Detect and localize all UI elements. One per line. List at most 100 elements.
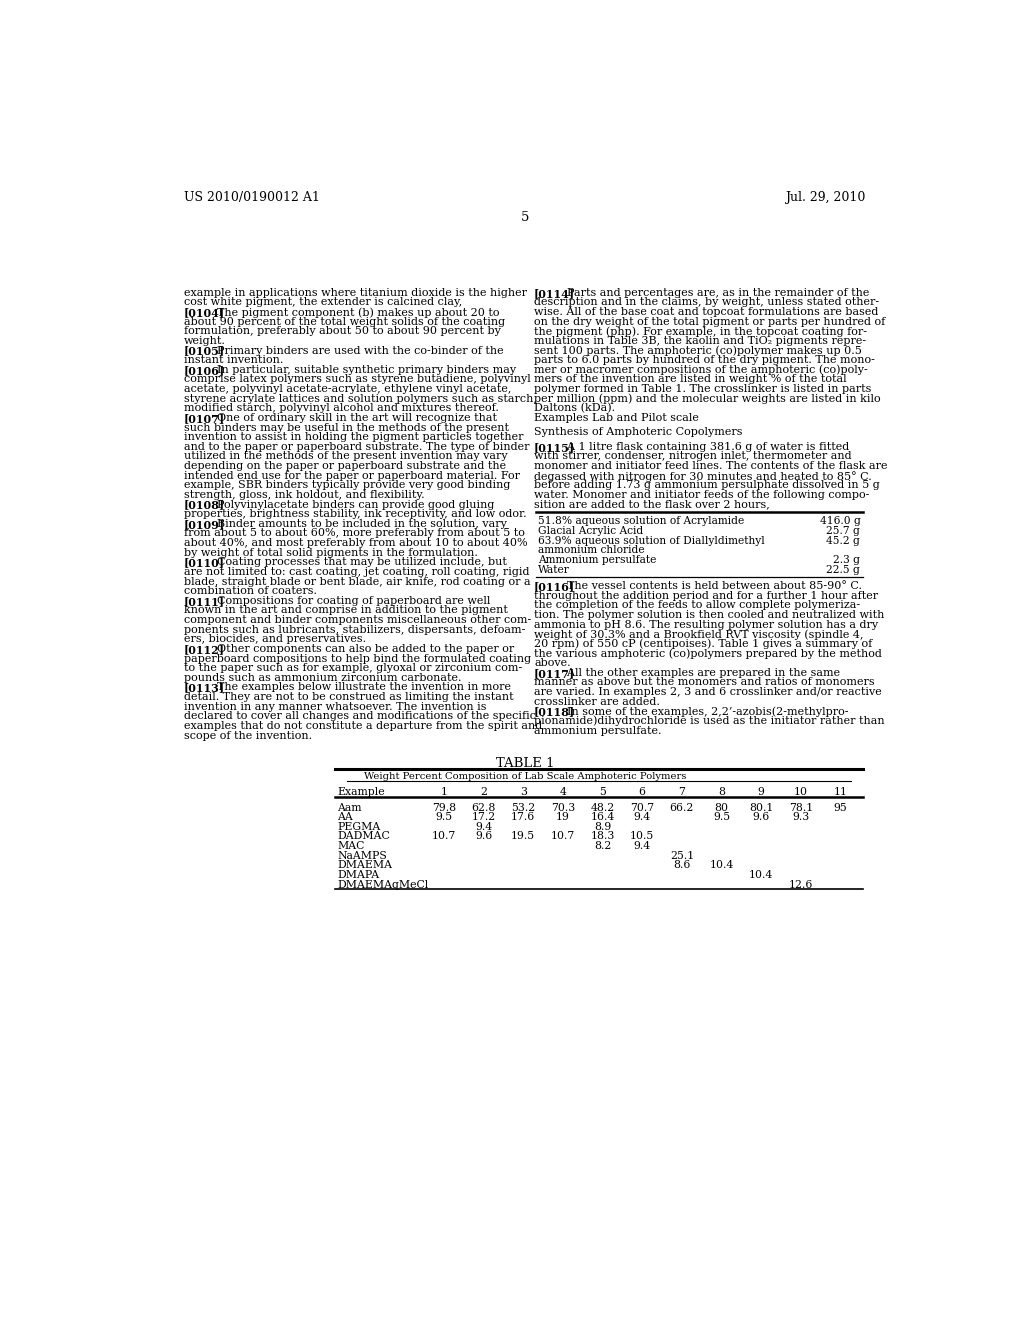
Text: per million (ppm) and the molecular weights are listed in kilo: per million (ppm) and the molecular weig… bbox=[535, 393, 881, 404]
Text: 80: 80 bbox=[715, 803, 728, 813]
Text: DMAEMA: DMAEMA bbox=[337, 861, 392, 870]
Text: A 1 litre flask containing 381.6 g of water is fitted: A 1 litre flask containing 381.6 g of wa… bbox=[553, 442, 850, 451]
Text: sent 100 parts. The amphoteric (co)polymer makes up 0.5: sent 100 parts. The amphoteric (co)polym… bbox=[535, 346, 862, 356]
Text: 11: 11 bbox=[834, 787, 848, 797]
Text: [0118]: [0118] bbox=[535, 706, 575, 717]
Text: AA: AA bbox=[337, 812, 353, 822]
Text: 9.5: 9.5 bbox=[435, 812, 453, 822]
Text: 4: 4 bbox=[559, 787, 566, 797]
Text: depending on the paper or paperboard substrate and the: depending on the paper or paperboard sub… bbox=[183, 461, 506, 471]
Text: 5: 5 bbox=[520, 211, 529, 224]
Text: 63.9% aqueous solution of Diallyldimethyl: 63.9% aqueous solution of Diallyldimethy… bbox=[538, 536, 765, 546]
Text: 8.9: 8.9 bbox=[594, 822, 611, 832]
Text: ammonia to pH 8.6. The resulting polymer solution has a dry: ammonia to pH 8.6. The resulting polymer… bbox=[535, 619, 879, 630]
Text: are varied. In examples 2, 3 and 6 crosslinker and/or reactive: are varied. In examples 2, 3 and 6 cross… bbox=[535, 686, 882, 697]
Text: 10.5: 10.5 bbox=[630, 832, 654, 841]
Text: [0107]: [0107] bbox=[183, 413, 225, 424]
Text: styrene acrylate lattices and solution polymers such as starch,: styrene acrylate lattices and solution p… bbox=[183, 393, 537, 404]
Text: All the other examples are prepared in the same: All the other examples are prepared in t… bbox=[553, 668, 841, 677]
Text: 5: 5 bbox=[599, 787, 606, 797]
Text: crosslinker are added.: crosslinker are added. bbox=[535, 697, 660, 706]
Text: 95: 95 bbox=[834, 803, 848, 813]
Text: examples that do not constitute a departure from the spirit and: examples that do not constitute a depart… bbox=[183, 721, 542, 731]
Text: wise. All of the base coat and topcoat formulations are based: wise. All of the base coat and topcoat f… bbox=[535, 308, 879, 317]
Text: pounds such as ammonium zirconium carbonate.: pounds such as ammonium zirconium carbon… bbox=[183, 673, 461, 682]
Text: Polyvinylacetate binders can provide good gluing: Polyvinylacetate binders can provide goo… bbox=[203, 499, 495, 510]
Text: Daltons (kDa).: Daltons (kDa). bbox=[535, 404, 615, 413]
Text: 9.4: 9.4 bbox=[634, 812, 651, 822]
Text: are not limited to: cast coating, jet coating, roll coating, rigid: are not limited to: cast coating, jet co… bbox=[183, 566, 529, 577]
Text: comprise latex polymers such as styrene butadiene, polyvinyl: comprise latex polymers such as styrene … bbox=[183, 375, 530, 384]
Text: 25.7 g: 25.7 g bbox=[826, 527, 860, 536]
Text: 20 rpm) of 550 cP (centipoises). Table 1 gives a summary of: 20 rpm) of 550 cP (centipoises). Table 1… bbox=[535, 639, 872, 649]
Text: to the paper such as for example, glyoxal or zirconium com-: to the paper such as for example, glyoxa… bbox=[183, 663, 522, 673]
Text: [0112]: [0112] bbox=[183, 644, 225, 655]
Text: 9.5: 9.5 bbox=[713, 812, 730, 822]
Text: In particular, suitable synthetic primary binders may: In particular, suitable synthetic primar… bbox=[203, 364, 516, 375]
Text: Ammonium persulfate: Ammonium persulfate bbox=[538, 554, 656, 565]
Text: example, SBR binders typically provide very good binding: example, SBR binders typically provide v… bbox=[183, 480, 510, 490]
Text: DMAEMAqMeCl: DMAEMAqMeCl bbox=[337, 879, 428, 890]
Text: 19: 19 bbox=[556, 812, 569, 822]
Text: modified starch, polyvinyl alcohol and mixtures thereof.: modified starch, polyvinyl alcohol and m… bbox=[183, 404, 499, 413]
Text: example in applications where titanium dioxide is the higher: example in applications where titanium d… bbox=[183, 288, 526, 298]
Text: 10.4: 10.4 bbox=[710, 861, 733, 870]
Text: blade, straight blade or bent blade, air knife, rod coating or a: blade, straight blade or bent blade, air… bbox=[183, 577, 530, 586]
Text: acetate, polyvinyl acetate-acrylate, ethylene vinyl acetate,: acetate, polyvinyl acetate-acrylate, eth… bbox=[183, 384, 511, 393]
Text: 10.7: 10.7 bbox=[432, 832, 456, 841]
Text: Coating processes that may be utilized include, but: Coating processes that may be utilized i… bbox=[203, 557, 507, 568]
Text: [0109]: [0109] bbox=[183, 519, 225, 529]
Text: DMAPA: DMAPA bbox=[337, 870, 379, 880]
Text: on the dry weight of the total pigment or parts per hundred of: on the dry weight of the total pigment o… bbox=[535, 317, 886, 326]
Text: about 40%, and most preferably from about 10 to about 40%: about 40%, and most preferably from abou… bbox=[183, 539, 527, 548]
Text: 9.4: 9.4 bbox=[634, 841, 651, 851]
Text: The pigment component (b) makes up about 20 to: The pigment component (b) makes up about… bbox=[203, 308, 500, 318]
Text: Other components can also be added to the paper or: Other components can also be added to th… bbox=[203, 644, 514, 653]
Text: [0104]: [0104] bbox=[183, 308, 225, 318]
Text: 416.0 g: 416.0 g bbox=[819, 516, 860, 527]
Text: throughout the addition period and for a further 1 hour after: throughout the addition period and for a… bbox=[535, 591, 879, 601]
Text: ers, biocides, and preservatives.: ers, biocides, and preservatives. bbox=[183, 635, 366, 644]
Text: ammonium persulfate.: ammonium persulfate. bbox=[535, 726, 662, 735]
Text: US 2010/0190012 A1: US 2010/0190012 A1 bbox=[183, 191, 319, 203]
Text: [0106]: [0106] bbox=[183, 364, 225, 376]
Text: Examples Lab and Pilot scale: Examples Lab and Pilot scale bbox=[535, 413, 699, 422]
Text: sition are added to the flask over 2 hours,: sition are added to the flask over 2 hou… bbox=[535, 499, 770, 510]
Text: 80.1: 80.1 bbox=[749, 803, 773, 813]
Text: 53.2: 53.2 bbox=[511, 803, 536, 813]
Text: Compositions for coating of paperboard are well: Compositions for coating of paperboard a… bbox=[203, 595, 490, 606]
Text: above.: above. bbox=[535, 659, 570, 668]
Text: utilized in the methods of the present invention may vary: utilized in the methods of the present i… bbox=[183, 451, 508, 462]
Text: properties, brightness stability, ink receptivity, and low odor.: properties, brightness stability, ink re… bbox=[183, 510, 526, 519]
Text: Jul. 29, 2010: Jul. 29, 2010 bbox=[785, 191, 866, 203]
Text: 7: 7 bbox=[679, 787, 685, 797]
Text: invention to assist in holding the pigment particles together: invention to assist in holding the pigme… bbox=[183, 432, 523, 442]
Text: 1: 1 bbox=[440, 787, 447, 797]
Text: 9.6: 9.6 bbox=[753, 812, 770, 822]
Text: Synthesis of Amphoteric Copolymers: Synthesis of Amphoteric Copolymers bbox=[535, 428, 742, 437]
Text: [0105]: [0105] bbox=[183, 346, 225, 356]
Text: 70.7: 70.7 bbox=[630, 803, 654, 813]
Text: Aam: Aam bbox=[337, 803, 361, 813]
Text: 16.4: 16.4 bbox=[591, 812, 614, 822]
Text: The vessel contents is held between about 85-90° C.: The vessel contents is held between abou… bbox=[553, 581, 862, 591]
Text: Example: Example bbox=[337, 787, 385, 797]
Text: ammonium chloride: ammonium chloride bbox=[538, 545, 644, 554]
Text: component and binder components miscellaneous other com-: component and binder components miscella… bbox=[183, 615, 531, 624]
Text: mulations in Table 3B, the kaolin and TiO₂ pigments repre-: mulations in Table 3B, the kaolin and Ti… bbox=[535, 335, 866, 346]
Text: [0115]: [0115] bbox=[535, 442, 575, 453]
Text: cost white pigment, the extender is calcined clay,: cost white pigment, the extender is calc… bbox=[183, 297, 462, 308]
Text: PEGMA: PEGMA bbox=[337, 822, 381, 832]
Text: polymer formed in Table 1. The crosslinker is listed in parts: polymer formed in Table 1. The crosslink… bbox=[535, 384, 871, 393]
Text: The examples below illustrate the invention in more: The examples below illustrate the invent… bbox=[203, 682, 511, 693]
Text: 18.3: 18.3 bbox=[591, 832, 614, 841]
Text: 79.8: 79.8 bbox=[432, 803, 456, 813]
Text: 9.4: 9.4 bbox=[475, 822, 493, 832]
Text: DADMAC: DADMAC bbox=[337, 832, 390, 841]
Text: [0114]: [0114] bbox=[535, 288, 575, 298]
Text: One of ordinary skill in the art will recognize that: One of ordinary skill in the art will re… bbox=[203, 413, 497, 422]
Text: [0116]: [0116] bbox=[535, 581, 575, 593]
Text: such binders may be useful in the methods of the present: such binders may be useful in the method… bbox=[183, 422, 509, 433]
Text: 12.6: 12.6 bbox=[788, 879, 813, 890]
Text: 17.2: 17.2 bbox=[471, 812, 496, 822]
